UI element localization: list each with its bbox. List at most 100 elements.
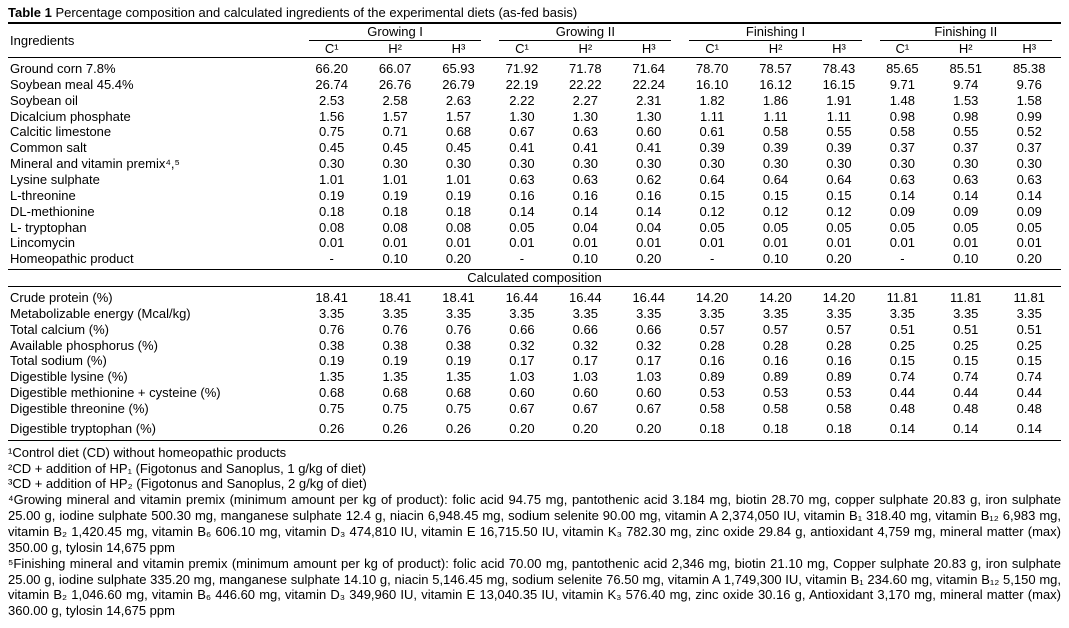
column-header: H² (934, 41, 998, 58)
value-cell: 0.64 (762, 171, 789, 187)
value-cell: 0.16 (762, 353, 789, 369)
value-cell: 0.63 (572, 171, 598, 187)
group-header-finishing-1-label: Finishing I (689, 24, 862, 42)
value-cell: 3.35 (445, 305, 472, 321)
table-row: Dicalcium phosphate 1.56 1.57 1.57 1.30 1.30 1… (8, 109, 1061, 125)
value-cell: 1.11 (763, 108, 788, 124)
value-cell: 0.08 (445, 219, 472, 235)
row-label: Mineral and vitamin premix⁴,⁵ (10, 156, 180, 172)
document-page: Table 1 Percentage composition and calcu… (8, 5, 1061, 619)
value-cell: 0.30 (382, 156, 408, 172)
value-cell: 0.10 (762, 251, 789, 267)
value-cell: 0.01 (509, 235, 535, 251)
value-cell: 0.53 (762, 385, 789, 401)
value-cell: 85.38 (1012, 60, 1046, 76)
value-cell: 0.32 (636, 337, 662, 353)
value-cell: 0.58 (826, 401, 852, 417)
value-cell: 0.04 (572, 219, 598, 235)
value-cell: 0.30 (636, 156, 662, 172)
value-cell: 0.05 (889, 219, 916, 235)
value-cell: 1.03 (509, 369, 535, 385)
column-header: H³ (997, 41, 1061, 58)
value-cell: 0.19 (319, 187, 345, 203)
value-cell: 0.38 (445, 337, 472, 353)
value-cell: 0.09 (953, 203, 979, 219)
value-cell: 0.60 (509, 385, 535, 401)
value-cell: 3.35 (382, 305, 408, 321)
value-cell: 0.98 (889, 108, 916, 124)
group-header-growing-1: Growing I (300, 24, 490, 42)
calculated-composition-section: Crude protein (%) 18.41 18.41 18.41 16.44 16.… (8, 287, 1061, 441)
row-label: Soybean meal 45.4% (10, 76, 134, 92)
column-header: C¹ (300, 41, 364, 58)
value-cell: 3.35 (572, 305, 598, 321)
divider-row: Calculated composition (8, 269, 1061, 287)
value-cell: 0.53 (826, 385, 852, 401)
value-cell: 0.05 (953, 219, 979, 235)
row-label: Common salt (10, 140, 87, 156)
value-cell: 0.26 (300, 416, 364, 441)
value-cell: 0.60 (636, 124, 662, 140)
value-cell: 0.25 (953, 337, 979, 353)
value-cell: 3.35 (319, 305, 345, 321)
group-header-finishing-2: Finishing II (871, 24, 1061, 42)
value-cell: 16.15 (822, 76, 856, 92)
value-cell: 1.57 (382, 108, 408, 124)
value-cell: 0.58 (699, 401, 725, 417)
row-label: L-threonine (10, 187, 76, 203)
value-cell: 0.28 (762, 337, 789, 353)
value-cell: 0.12 (762, 203, 789, 219)
value-cell: - (519, 251, 525, 267)
table-caption: Table 1 Percentage composition and calcu… (8, 5, 1061, 25)
value-cell: 0.58 (762, 124, 789, 140)
value-cell: 0.15 (699, 187, 725, 203)
calculated-composition-header: Calculated composition (8, 269, 1061, 287)
value-cell: 0.14 (997, 416, 1061, 441)
value-cell: 0.61 (699, 124, 725, 140)
calculated-composition-divider: Calculated composition (8, 269, 1061, 287)
value-cell: 0.63 (509, 171, 535, 187)
value-cell: 3.35 (953, 305, 979, 321)
value-cell: 0.10 (572, 251, 598, 267)
table-row: Lincomycin 0.01 0.01 0.01 0.01 0.01 0.01 0.01 0.… (8, 235, 1061, 251)
value-cell: 0.60 (572, 385, 598, 401)
value-cell: 78.43 (822, 60, 856, 76)
table-caption-label: Table 1 (8, 5, 52, 20)
value-cell: 1.82 (699, 92, 725, 108)
value-cell: 0.55 (826, 124, 852, 140)
value-cell: 0.10 (953, 251, 979, 267)
value-cell: 0.30 (953, 156, 979, 172)
footnote-2: ²CD + addition of HP₁ (Figotonus and San… (8, 460, 367, 476)
value-cell: 0.15 (889, 353, 916, 369)
value-cell: 0.30 (319, 156, 345, 172)
table-row: Digestible lysine (%) 1.35 1.35 1.35 1.03 1.0… (8, 369, 1061, 385)
value-cell: 0.15 (826, 187, 852, 203)
value-cell: 0.64 (699, 171, 725, 187)
value-cell: 18.41 (378, 290, 412, 305)
value-cell: 0.17 (509, 353, 535, 369)
value-cell: 2.63 (445, 92, 472, 108)
value-cell: 0.01 (319, 235, 345, 251)
value-cell: 3.35 (636, 305, 662, 321)
table-row: Ground corn 7.8% 66.20 66.07 65.93 71.92 71.7… (8, 57, 1061, 76)
value-cell: 0.01 (382, 235, 408, 251)
value-cell: 0.20 (636, 251, 662, 267)
value-cell: 0.52 (1016, 124, 1042, 140)
value-cell: 0.51 (889, 321, 916, 337)
ingredients-column-header: Ingredients (8, 24, 300, 58)
value-cell: 78.57 (759, 60, 792, 76)
value-cell: 71.64 (632, 60, 665, 76)
value-cell: 0.63 (1016, 171, 1042, 187)
table-row: Crude protein (%) 18.41 18.41 18.41 16.44 16.… (8, 287, 1061, 306)
value-cell: 0.68 (445, 385, 472, 401)
value-cell: 1.01 (382, 171, 408, 187)
table-row: Digestible tryptophan (%) 0.26 0.26 0.26 0.2… (8, 416, 1061, 441)
value-cell: 0.01 (572, 235, 598, 251)
value-cell: 1.58 (1016, 92, 1042, 108)
value-cell: 1.56 (319, 108, 345, 124)
value-cell: 0.45 (445, 140, 472, 156)
ingredients-section: Ground corn 7.8% 66.20 66.07 65.93 71.92 71.7… (8, 57, 1061, 269)
value-cell: 1.01 (445, 171, 472, 187)
value-cell: 0.16 (572, 187, 598, 203)
value-cell: 0.44 (953, 385, 979, 401)
